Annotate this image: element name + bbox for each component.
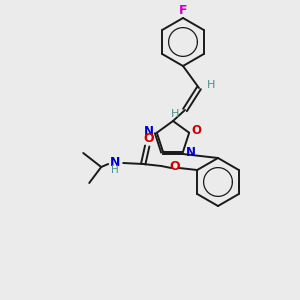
- Text: H: H: [111, 165, 119, 175]
- Text: H: H: [171, 109, 179, 119]
- Text: F: F: [179, 4, 187, 16]
- Text: N: N: [144, 125, 154, 138]
- Text: N: N: [186, 146, 196, 159]
- Text: O: O: [169, 160, 179, 172]
- Text: N: N: [110, 155, 120, 169]
- Text: H: H: [207, 80, 215, 90]
- Text: O: O: [191, 124, 201, 137]
- Text: O: O: [143, 131, 154, 145]
